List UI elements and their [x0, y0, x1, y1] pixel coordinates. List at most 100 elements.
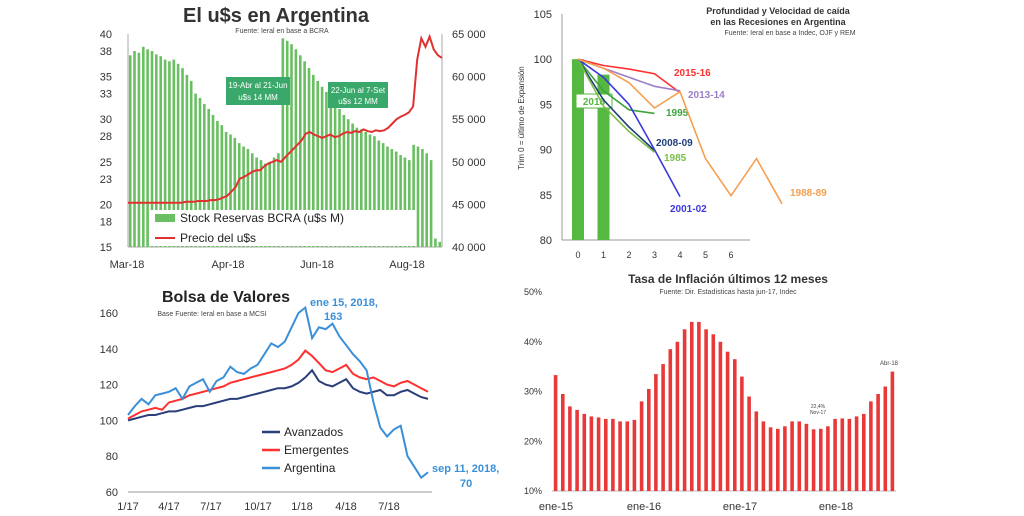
inflation-bar: [776, 428, 780, 491]
usd-reserve-bar: [403, 157, 407, 247]
inflation-chart-subtitle: Fuente: Dir. Estadísticas hasta jun-17, …: [659, 289, 797, 296]
inflation-bar: [639, 401, 644, 491]
stock-x-tick-label: 10/17: [244, 501, 272, 513]
usd-reserve-bar: [150, 51, 154, 247]
inflation-bar: [711, 334, 716, 491]
usd-reserve-bar: [381, 143, 385, 247]
stock-y-tick-label: 80: [106, 451, 118, 463]
usd-annotation-box-1: [226, 77, 290, 105]
inflation-bar: [790, 421, 794, 491]
inflation-bar: [647, 389, 651, 491]
usd-reserve-bar: [194, 93, 197, 247]
usd-reserve-bar: [142, 46, 145, 247]
usd-reserve-bar: [168, 61, 171, 247]
recession-y-tick-label: 95: [540, 99, 552, 111]
usd-reserve-bar: [294, 49, 298, 247]
usd-reserve-bar: [333, 103, 337, 248]
inflation-bar: [682, 329, 687, 491]
usd-reserve-bar: [399, 155, 402, 247]
inflation-bar: [697, 321, 701, 491]
inflation-bar: [561, 394, 565, 491]
usd-reserve-bar: [237, 143, 241, 247]
recession-series-label: 1988-89: [790, 188, 827, 199]
usd-reserve-bar: [185, 74, 189, 248]
inflation-bar: [740, 376, 744, 491]
recession-y-axis-label: Trim 0 = último de Expansión: [517, 66, 526, 170]
inflation-bar: [833, 418, 837, 491]
usd-reserve-bar: [307, 68, 311, 247]
usd-reserve-bar: [364, 132, 368, 247]
usd-reserve-bar: [355, 127, 359, 247]
inflation-annotation: 22,4%: [811, 404, 826, 410]
stock-x-tick-label: 7/18: [378, 501, 399, 513]
usd-reserve-bar: [264, 163, 267, 247]
stock-annotation: ene 15, 2018,: [310, 297, 378, 309]
usd-reserve-bar: [224, 132, 228, 247]
recession-series-line: [577, 58, 656, 153]
usd-chart-subtitle: Fuente: Ieral en base a BCRA: [235, 28, 329, 35]
recession-series-label: 1985: [664, 153, 687, 164]
usd-reserve-bar: [368, 134, 372, 247]
usd-annotation-text: u$s 14 MM: [238, 93, 278, 102]
inflation-bar: [568, 406, 572, 491]
usd-reserve-bar: [325, 91, 328, 248]
usd-reserve-bar: [203, 103, 206, 248]
inflation-y-tick-label: 10%: [524, 486, 542, 496]
usd-reserve-bar: [299, 55, 302, 247]
inflation-chart: Tasa de Inflación últimos 12 meses Fuente…: [524, 272, 899, 513]
usd-reserve-bar: [128, 55, 132, 247]
usd-reserve-bar: [207, 109, 211, 247]
usd-reserve-bar: [342, 114, 346, 248]
inflation-bar: [553, 375, 558, 491]
usd-reserve-bar: [272, 157, 276, 247]
recession-series-line: [577, 58, 655, 115]
usd-reserve-bar: [259, 160, 263, 247]
inflation-bar: [661, 364, 665, 491]
inflation-bar: [869, 401, 873, 491]
stock-annotation: 70: [460, 478, 472, 490]
stock-y-tick-label: 120: [100, 380, 118, 392]
stock-y-tick-label: 100: [100, 415, 118, 427]
usd-reserve-bar: [242, 146, 245, 247]
inflation-bar: [596, 417, 601, 491]
usd-left-tick-label: 30: [100, 114, 112, 126]
usd-reserve-bar: [137, 52, 141, 248]
stock-x-tick-label: 1/18: [291, 501, 312, 513]
inflation-bar: [876, 394, 880, 491]
usd-reserve-bar: [246, 149, 250, 247]
recession-x-tick-label: 0: [575, 250, 580, 260]
inflation-bar: [632, 419, 637, 491]
usd-reserve-bar: [220, 125, 224, 247]
usd-annotation-text: u$s 12 MM: [338, 97, 378, 106]
usd-reserve-bar: [390, 149, 394, 247]
usd-x-tick-label: Apr-18: [211, 259, 244, 271]
usd-x-tick-label: Jun-18: [300, 259, 334, 271]
inflation-annotation: Nov-17: [810, 410, 826, 416]
stock-y-tick-label: 140: [100, 344, 118, 356]
inflation-bar: [675, 341, 680, 492]
usd-reserve-bar: [290, 44, 293, 248]
recession-chart-title: Profundidad y Velocidad de caída: [706, 6, 851, 16]
usd-right-tick-label: 60 000: [452, 72, 486, 84]
recession-series-label: 2008-09: [656, 138, 693, 149]
recession-2018-bar: [572, 59, 584, 241]
usd-reserve-bar: [373, 136, 376, 247]
usd-x-tick-label: Aug-18: [389, 259, 424, 271]
usd-legend-label: Precio del u$s: [180, 231, 256, 245]
stock-y-tick-label: 160: [100, 308, 118, 320]
usd-reserve-bar: [429, 160, 433, 247]
recession-2018-label: 2018: [583, 97, 606, 108]
recession-x-tick-label: 6: [728, 250, 733, 260]
stock-series-line: [127, 349, 429, 420]
recession-x-tick-label: 3: [652, 250, 657, 260]
usd-legend-box: [150, 210, 415, 246]
inflation-bar: [883, 386, 888, 491]
inflation-bar: [862, 413, 866, 491]
inflation-bar: [611, 418, 615, 491]
usd-reserve-bar: [255, 157, 258, 247]
stock-x-tick-label: 1/17: [117, 501, 138, 513]
inflation-bar: [589, 416, 594, 491]
usd-left-tick-label: 33: [100, 89, 112, 101]
inflation-bar: [754, 411, 759, 491]
